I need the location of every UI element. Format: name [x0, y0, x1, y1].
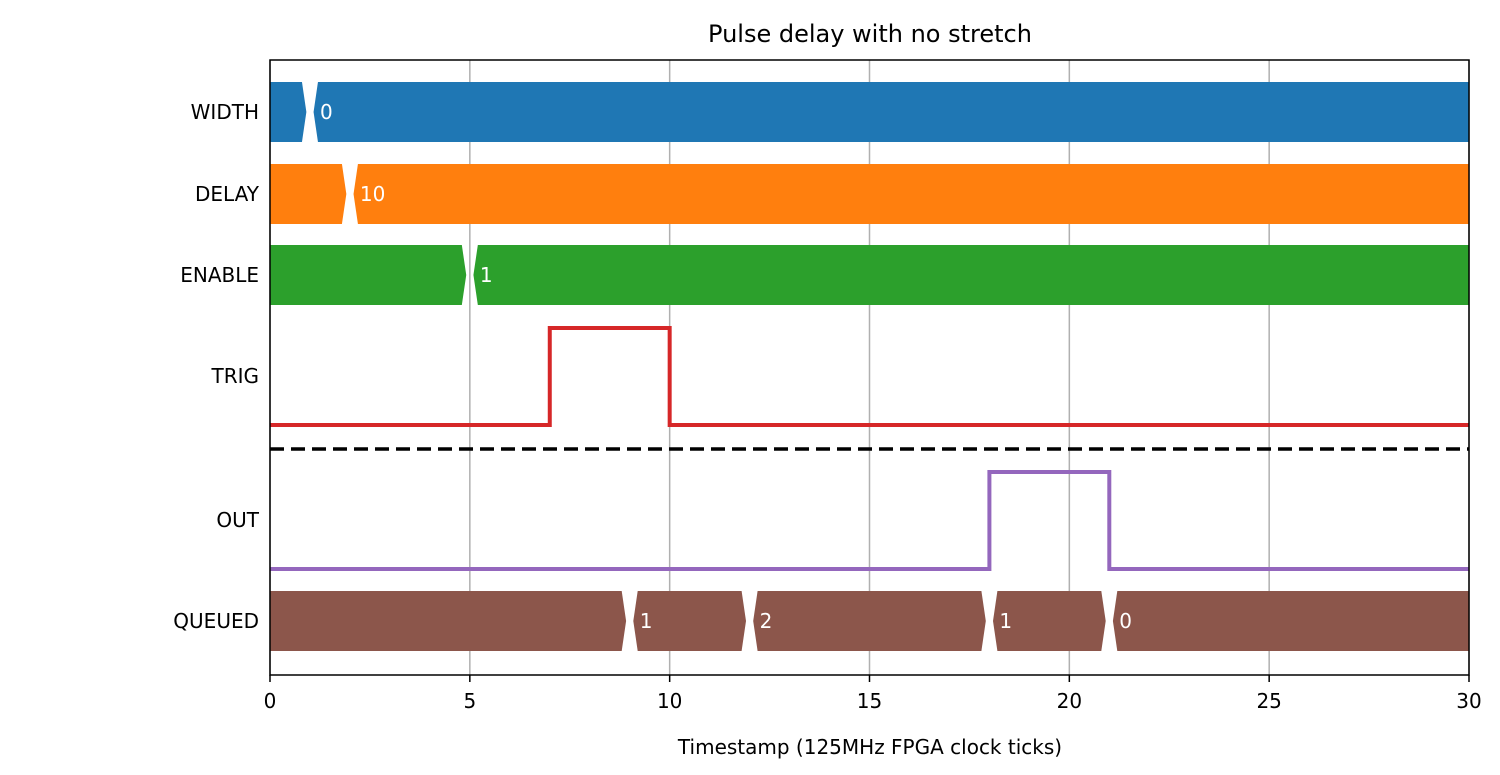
x-tick-label-5: 25 — [1256, 689, 1281, 713]
out-waveform — [270, 470, 1469, 571]
row-delay: 10 — [270, 164, 1469, 224]
enable-segment-0 — [270, 245, 467, 305]
queued-value-1: 2 — [760, 609, 773, 633]
queued-segment-4 — [1112, 591, 1469, 651]
row-labels: WIDTH DELAY ENABLE TRIG OUT QUEUED — [173, 100, 259, 633]
row-label-enable: ENABLE — [180, 263, 259, 287]
row-label-queued: QUEUED — [173, 609, 259, 633]
x-tick-label-6: 30 — [1456, 689, 1481, 713]
enable-segment-1 — [473, 245, 1469, 305]
row-trig — [270, 326, 1469, 427]
x-axis-label: Timestamp (125MHz FPGA clock ticks) — [677, 735, 1062, 759]
queued-value-2: 1 — [999, 609, 1012, 633]
row-out — [270, 470, 1469, 571]
row-enable: 1 — [270, 245, 1469, 305]
queued-segment-2 — [753, 591, 986, 651]
queued-segment-3 — [993, 591, 1106, 651]
x-tick-label-1: 5 — [463, 689, 476, 713]
queued-value-3: 0 — [1119, 609, 1132, 633]
delay-value-0: 10 — [360, 182, 385, 206]
delay-segment-1 — [353, 164, 1469, 224]
row-queued: 1 2 1 0 — [270, 591, 1469, 651]
row-label-out: OUT — [216, 508, 259, 532]
queued-segment-1 — [633, 591, 746, 651]
chart-title: Pulse delay with no stretch — [708, 20, 1032, 48]
trig-waveform — [270, 326, 1469, 427]
queued-segment-0 — [270, 591, 627, 651]
x-tick-label-0: 0 — [264, 689, 277, 713]
x-tick-label-4: 20 — [1057, 689, 1082, 713]
queued-value-0: 1 — [640, 609, 653, 633]
row-width: 0 — [270, 82, 1470, 142]
row-label-delay: DELAY — [195, 182, 260, 206]
delay-segment-0 — [270, 164, 347, 224]
enable-value-0: 1 — [480, 263, 493, 287]
grid-lines — [269, 60, 1470, 675]
x-tick-label-2: 10 — [657, 689, 682, 713]
row-label-width: WIDTH — [191, 100, 259, 124]
x-axis: 0 5 10 15 20 25 30 — [264, 675, 1482, 713]
width-segment-0 — [270, 82, 307, 142]
width-segment-1 — [313, 82, 1470, 142]
row-label-trig: TRIG — [210, 364, 259, 388]
width-value-0: 0 — [320, 100, 333, 124]
x-tick-label-3: 15 — [857, 689, 882, 713]
